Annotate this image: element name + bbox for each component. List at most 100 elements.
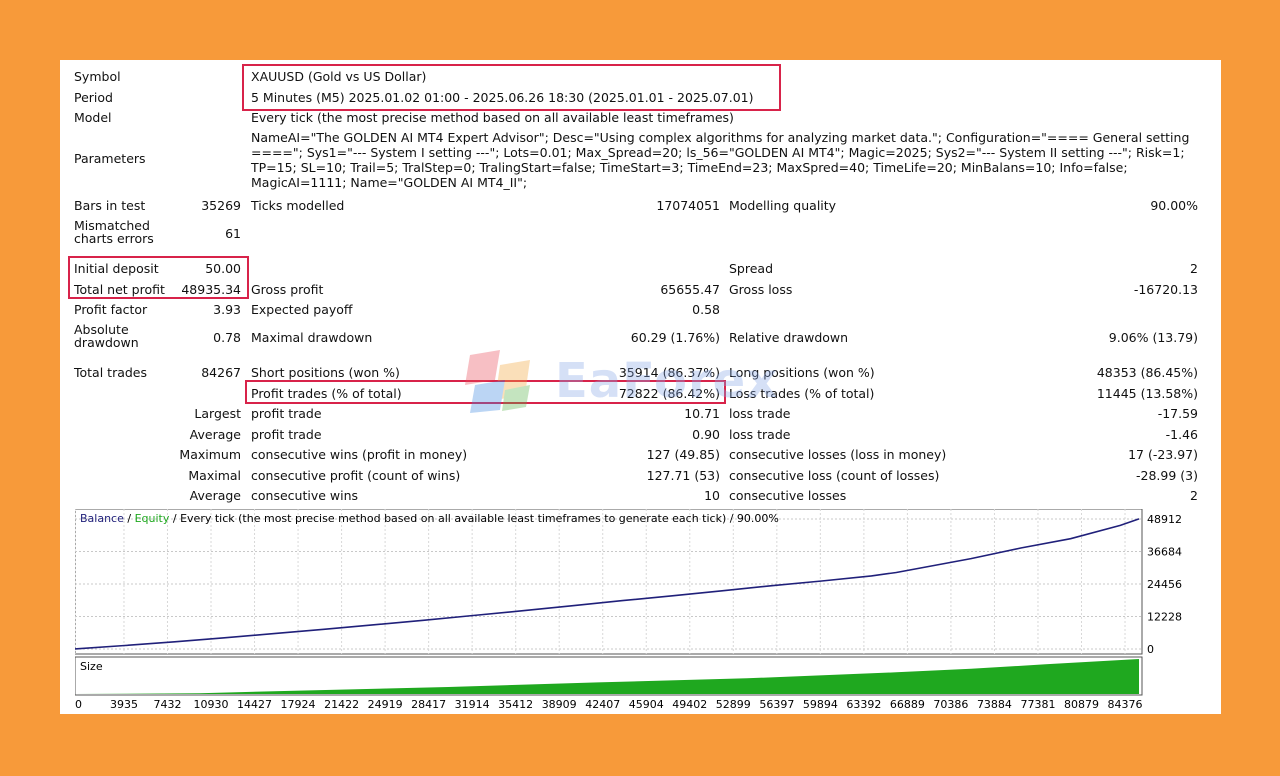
y-tick-label: 24456: [1147, 578, 1182, 591]
watermark-logo-icon: [465, 350, 530, 413]
maximum-label: Maximum: [179, 447, 241, 462]
gross-loss-label: Gross loss: [729, 282, 793, 297]
mismatch-label: Mismatched charts errors: [74, 218, 154, 246]
x-tick-label: 21422: [324, 698, 359, 709]
net-profit-value: 48935.34: [181, 282, 241, 297]
highlight-profit-trades: [245, 380, 726, 404]
symbol-label: Symbol: [74, 69, 121, 84]
maximal-loss-value: -28.99 (3): [1136, 468, 1198, 483]
x-tick-label: 73884: [977, 698, 1012, 709]
x-tick-label: 70386: [933, 698, 968, 709]
average-consecutive-loss-label: consecutive losses: [729, 488, 847, 503]
x-tick-label: 80879: [1064, 698, 1099, 709]
long-positions-value: 48353 (86.45%): [1096, 365, 1198, 380]
profit-trades-label: Profit trades (% of total): [251, 386, 402, 401]
largest-label: Largest: [194, 406, 241, 421]
x-tick-label: 59894: [803, 698, 838, 709]
quality-value: 90.00%: [1150, 198, 1198, 213]
quality-label: Modelling quality: [729, 198, 837, 213]
size-bars: [75, 659, 1139, 694]
x-tick-label: 31914: [455, 698, 490, 709]
long-positions-label: Long positions (won %): [729, 365, 875, 380]
model-label: Model: [74, 110, 112, 125]
spread-label: Spread: [729, 261, 774, 276]
legend-equity: Equity: [135, 512, 170, 525]
total-trades-label: Total trades: [74, 365, 148, 380]
x-tick-label: 56397: [759, 698, 794, 709]
x-tick-label: 17924: [281, 698, 316, 709]
x-tick-label: 38909: [542, 698, 577, 709]
highlight-deposit-profit: [68, 256, 249, 299]
average-consecutive-profit-value: 10: [704, 488, 720, 503]
bars-value: 35269: [201, 198, 241, 213]
x-tick-label: 77381: [1020, 698, 1055, 709]
expected-payoff-label: Expected payoff: [251, 302, 353, 317]
model-value: Every tick (the most precise method base…: [251, 110, 734, 125]
profit-factor-value: 3.93: [213, 302, 241, 317]
x-tick-label: 3935: [110, 698, 138, 709]
legend-description: / Every tick (the most precise method ba…: [173, 512, 779, 525]
largest-loss-label: loss trade: [729, 406, 791, 421]
maximum-profit-label: consecutive wins (profit in money): [251, 447, 468, 462]
highlight-symbol-period: [242, 64, 781, 111]
x-tick-label: 49402: [672, 698, 707, 709]
bars-label: Bars in test: [74, 198, 146, 213]
maximum-profit-value: 127 (49.85): [646, 447, 720, 462]
average-profit-value: 0.90: [692, 427, 720, 442]
y-axis-ticks: 48912 36684 24456 12228 0: [1147, 513, 1182, 656]
parameters-value: NameAI="The GOLDEN AI MT4 Expert Advisor…: [251, 130, 1190, 190]
size-area: [75, 659, 1139, 694]
legend-separator: /: [127, 512, 131, 525]
loss-trades-label: Loss trades (% of total): [729, 386, 875, 401]
total-trades-value: 84267: [201, 365, 241, 380]
report-panel: Symbol XAUUSD (Gold vs US Dollar) Period…: [60, 60, 1221, 714]
largest-loss-value: -17.59: [1157, 406, 1198, 421]
y-tick-label: 36684: [1147, 546, 1182, 559]
largest-profit-value: 10.71: [684, 406, 720, 421]
x-tick-label: 66889: [890, 698, 925, 709]
initial-deposit-label: Initial deposit: [74, 261, 159, 276]
x-tick-label: 35412: [498, 698, 533, 709]
x-tick-label: 45904: [629, 698, 664, 709]
abs-drawdown-label: Absolute drawdown: [74, 322, 139, 350]
chart-legend: Balance / Equity / Every tick (the most …: [80, 512, 779, 525]
rel-drawdown-value: 9.06% (13.79): [1108, 330, 1198, 345]
y-tick-label: 12228: [1147, 611, 1182, 624]
mismatch-value: 61: [225, 226, 241, 241]
short-positions-value: 35914 (86.37%): [618, 365, 720, 380]
gross-profit-value: 65655.47: [660, 282, 720, 297]
chart-grid: [75, 509, 1142, 654]
x-tick-label: 63392: [846, 698, 881, 709]
abs-drawdown-value: 0.78: [213, 330, 241, 345]
y-tick-label: 48912: [1147, 513, 1182, 526]
profit-trades-value: 72822 (86.42%): [618, 386, 720, 401]
average-profit-label: profit trade: [251, 427, 322, 442]
average-label: Average: [189, 427, 241, 442]
average-consecutive-label: Average: [189, 488, 241, 503]
x-axis-ticks: 0 3935 7432 10930 14427 17924 21422 24919 28417 3…: [75, 698, 1143, 709]
loss-trades-value: 11445 (13.58%): [1096, 386, 1198, 401]
x-tick-label: 10930: [194, 698, 229, 709]
balance-line: [75, 518, 1140, 650]
y-tick-label: 0: [1147, 643, 1154, 656]
balance-chart: Balance / Equity / Every tick (the most …: [75, 509, 1182, 709]
gross-loss-value: -16720.13: [1133, 282, 1198, 297]
x-tick-label: 24919: [368, 698, 403, 709]
period-label: Period: [74, 90, 113, 105]
x-tick-label: 0: [75, 698, 82, 709]
maximal-profit-value: 127.71 (53): [646, 468, 720, 483]
legend-balance: Balance: [80, 512, 124, 525]
maximum-loss-label: consecutive losses (loss in money): [729, 447, 947, 462]
average-loss-value: -1.46: [1165, 427, 1198, 442]
largest-profit-label: profit trade: [251, 406, 322, 421]
watermark: EaForex: [460, 345, 840, 415]
period-value: 5 Minutes (M5) 2025.01.02 01:00 - 2025.0…: [251, 90, 754, 105]
x-tick-label: 52899: [716, 698, 751, 709]
x-tick-label: 84376: [1108, 698, 1143, 709]
average-loss-label: loss trade: [729, 427, 791, 442]
profit-factor-label: Profit factor: [74, 302, 148, 317]
chart-main-frame: [75, 509, 1143, 655]
maximal-loss-label: consecutive loss (count of losses): [729, 468, 940, 483]
spread-value: 2: [1190, 261, 1198, 276]
expected-payoff-value: 0.58: [692, 302, 720, 317]
